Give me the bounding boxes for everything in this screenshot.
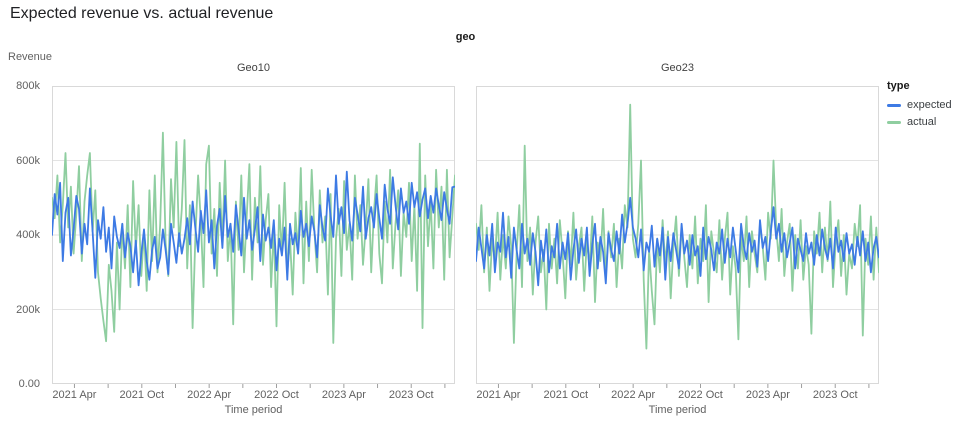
page-title: Expected revenue vs. actual revenue	[10, 5, 274, 22]
legend-title: type	[887, 80, 910, 92]
x-tick-label: 2023 Apr	[321, 389, 366, 401]
expected-line-swatch-icon	[887, 103, 901, 107]
x-tick-label: 2022 Oct	[678, 389, 723, 401]
line-plot-geo23	[476, 86, 879, 388]
x-tick-label: 2023 Oct	[388, 389, 434, 401]
legend-item-label: expected	[907, 99, 952, 111]
x-tick-label: 2022 Apr	[611, 389, 656, 401]
x-axis-tick-labels: 2021 Apr 2021 Oct 2022 Apr 2022 Oct 2023 Apr…	[52, 389, 455, 402]
y-tick-label: 600k	[16, 154, 40, 167]
y-tick-label: 400k	[16, 229, 40, 241]
x-tick-label: 2022 Oct	[254, 389, 299, 401]
x-tick-label: 2023 Oct	[812, 389, 858, 401]
legend-item-actual: actual	[887, 116, 952, 128]
y-tick-label: 200k	[16, 303, 40, 316]
line-plot-geo10	[52, 86, 455, 388]
x-axis-title: Time period	[224, 404, 283, 416]
x-tick-label: 2022 Apr	[187, 389, 232, 401]
facet-field-header: geo	[455, 31, 476, 43]
legend-item-expected: expected	[887, 99, 952, 111]
x-axis-title: Time period	[648, 404, 707, 416]
actual-line-swatch-icon	[887, 120, 901, 124]
x-axis-tick-labels: 2021 Apr 2021 Oct 2022 Apr 2022 Oct 2023 Apr…	[476, 389, 879, 402]
y-tick-label: 0.00	[18, 378, 40, 390]
facet-geo10: Geo10 2021 Apr 2021 Oct 2022 Apr 2022 Oct 20…	[52, 58, 455, 416]
x-tick-label: 2021 Apr	[476, 389, 521, 401]
facet-title: Geo23	[660, 62, 695, 74]
legend: type expected actual	[887, 80, 952, 133]
x-tick-label: 2021 Oct	[543, 389, 589, 401]
x-tick-label: 2023 Apr	[745, 389, 790, 401]
legend-item-label: actual	[907, 116, 937, 128]
facet-geo23: Geo23 2021 Apr 2021 Oct 2022 Apr 2022 Oct 20…	[476, 58, 879, 416]
x-tick-label: 2021 Apr	[52, 389, 97, 401]
y-axis-title: Revenue	[8, 51, 53, 63]
y-tick-label: 800k	[16, 80, 40, 92]
x-tick-label: 2021 Oct	[119, 389, 165, 401]
y-axis-tick-labels: 800k 600k 400k 200k 0.00	[0, 80, 46, 390]
facet-title: Geo10	[236, 62, 271, 74]
